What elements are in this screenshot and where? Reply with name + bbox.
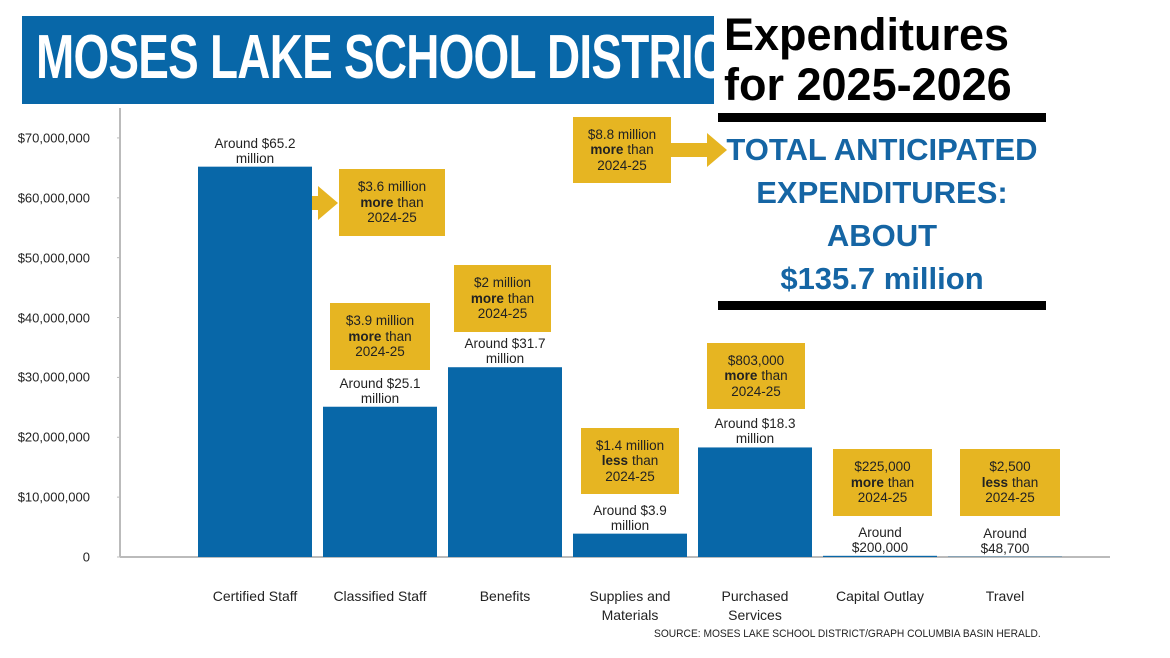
note-comparison: more than <box>707 368 805 384</box>
note-direction: more <box>360 194 394 210</box>
bar <box>323 406 437 557</box>
change-note: $803,000 more than 2024-25 <box>707 343 805 409</box>
y-tick-label: $30,000,000 <box>17 369 90 385</box>
note-direction: more <box>348 328 382 344</box>
change-note: $3.6 million more than 2024-25 <box>339 169 445 236</box>
note-amount: $3.9 million <box>345 313 415 329</box>
note-amount: $8.8 million <box>587 126 657 142</box>
bar <box>448 367 562 557</box>
note-than: than <box>507 290 535 306</box>
note-direction: more <box>470 290 504 306</box>
chart-subtitle: Expenditures for 2025-2026 <box>724 9 1012 110</box>
x-tick-label: Classified Staff <box>333 588 427 604</box>
note-year: 2024-25 <box>857 490 908 506</box>
total-line: ABOUT <box>826 218 938 253</box>
y-tick-label: $70,000,000 <box>17 130 90 146</box>
note-than: than <box>627 142 654 158</box>
x-tick-label: Capital Outlay <box>836 588 924 604</box>
change-note: $2 million more than 2024-25 <box>454 265 551 332</box>
bar <box>198 166 312 558</box>
note-direction: more <box>850 474 884 490</box>
bar <box>573 533 687 557</box>
x-tick-label: Benefits <box>479 588 531 604</box>
y-tick-label: $20,000,000 <box>17 429 90 445</box>
note-than: than <box>397 194 424 210</box>
value-label: Around $48,700 <box>980 525 1030 556</box>
note-direction: less <box>601 453 628 469</box>
note-than: than <box>1012 474 1039 490</box>
change-note: $2,500 less than 2024-25 <box>960 449 1060 516</box>
change-note: $8.8 million more than 2024-25 <box>573 117 671 183</box>
y-tick-label: $10,000,000 <box>17 489 90 505</box>
note-amount: $2 million <box>473 275 532 291</box>
bar <box>698 447 812 557</box>
y-tick-label: $60,000,000 <box>17 190 90 206</box>
note-year: 2024-25 <box>731 383 781 399</box>
note-amount: $225,000 <box>854 459 911 475</box>
note-than: than <box>632 453 659 469</box>
note-than: than <box>385 328 412 344</box>
chart-title: MOSES LAKE SCHOOL DISTRICT <box>36 23 753 92</box>
note-comparison: less than <box>960 475 1060 491</box>
value-label: Around $200,000 <box>851 524 909 555</box>
title-band <box>22 16 714 104</box>
note-year: 2024-25 <box>477 306 528 322</box>
y-tick-label: 0 <box>82 549 90 565</box>
arrow <box>671 133 727 167</box>
note-direction: more <box>724 368 758 384</box>
note-amount: $3.6 million <box>357 179 427 195</box>
note-year: 2024-25 <box>985 490 1035 506</box>
note-amount: $803,000 <box>727 352 785 368</box>
note-comparison: more than <box>339 195 445 211</box>
change-note: $3.9 million more than 2024-25 <box>330 303 430 370</box>
value-label: Around $25.1 million <box>339 375 421 406</box>
note-comparison: more than <box>573 142 671 158</box>
note-direction: more <box>590 142 624 158</box>
note-comparison: more than <box>833 475 932 491</box>
note-direction: less <box>981 474 1008 490</box>
source: SOURCE: MOSES LAKE SCHOOL DISTRICT/GRAPH… <box>654 628 1041 640</box>
total-text: TOTAL ANTICIPATED EXPENDITURES: ABOUT $135.… <box>718 128 1046 300</box>
y-tick-label: $50,000,000 <box>17 250 90 266</box>
y-tick-label: $40,000,000 <box>17 310 90 326</box>
note-year: 2024-25 <box>597 157 647 173</box>
note-amount: $1.4 million <box>595 437 665 453</box>
value-label: Around $65.2 million <box>214 135 296 166</box>
note-year: 2024-25 <box>355 344 405 360</box>
note-comparison: more than <box>330 329 430 345</box>
note-year: 2024-25 <box>605 468 655 484</box>
value-label: Around $31.7 million <box>464 336 546 367</box>
total-line: EXPENDITURES: <box>756 175 1008 210</box>
rule <box>718 301 1046 310</box>
total-line: $135.7 million <box>780 261 984 296</box>
x-tick-label: Supplies and Materials <box>589 588 671 623</box>
note-amount: $2,500 <box>989 459 1031 475</box>
total-line: TOTAL ANTICIPATED <box>726 132 1038 167</box>
note-year: 2024-25 <box>367 210 417 226</box>
note-than: than <box>887 474 915 490</box>
x-tick-label: Travel <box>985 588 1025 604</box>
x-tick-label: Certified Staff <box>212 588 298 604</box>
note-comparison: more than <box>454 291 551 307</box>
change-note: $1.4 million less than 2024-25 <box>581 428 679 494</box>
note-than: than <box>761 368 788 384</box>
value-label: Around $18.3 million <box>714 416 796 447</box>
change-note: $225,000 more than 2024-25 <box>833 449 932 516</box>
value-label: Around $3.9 million <box>593 502 667 533</box>
x-tick-label: Purchased Services <box>721 588 789 623</box>
rule <box>718 113 1046 122</box>
note-comparison: less than <box>581 453 679 469</box>
bar <box>823 555 937 557</box>
